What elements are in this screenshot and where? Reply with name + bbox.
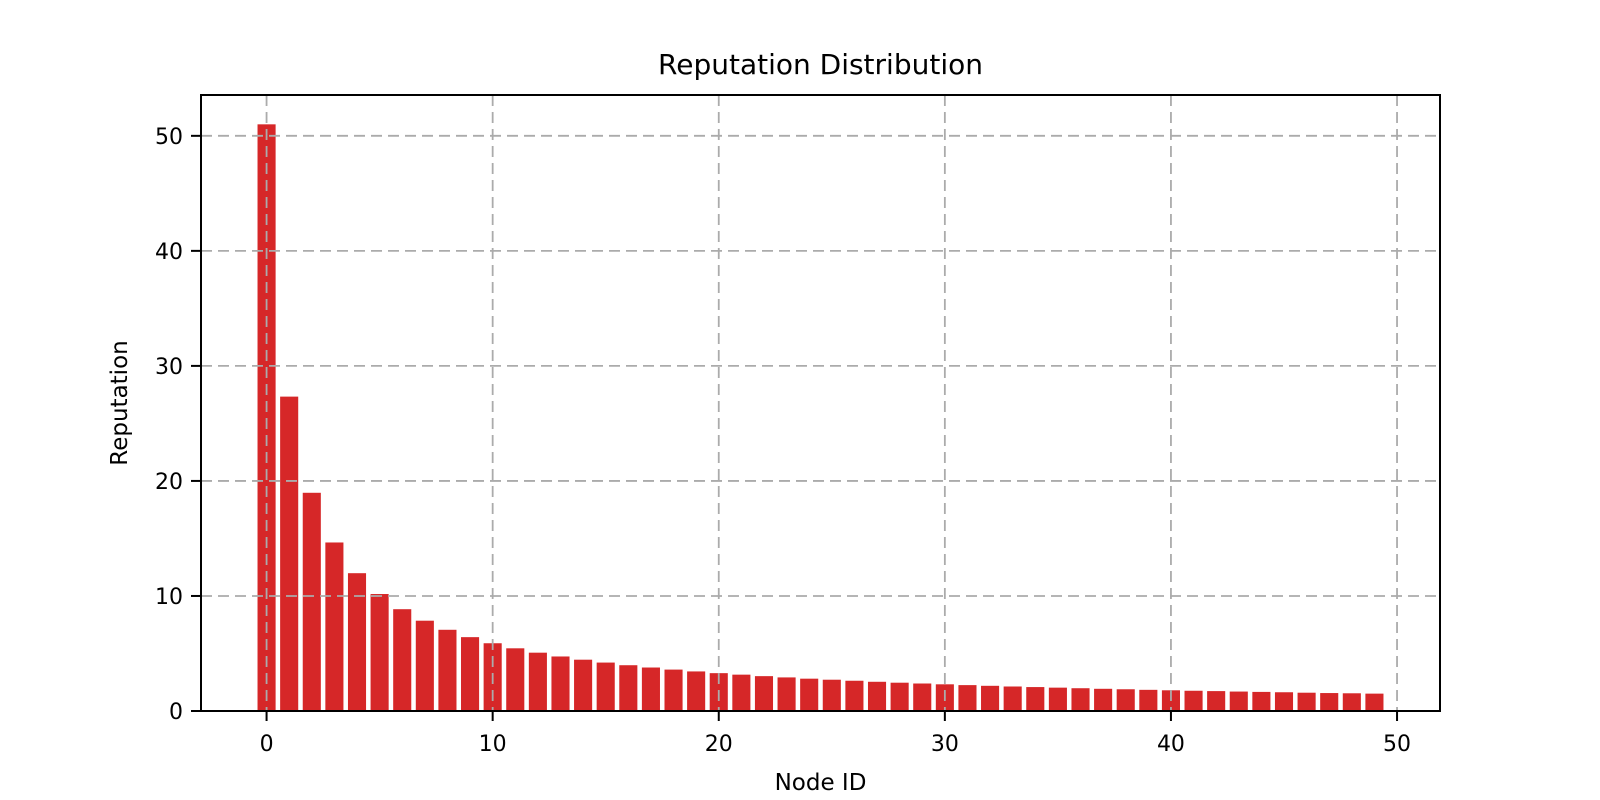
y-tick-label-30: 30 <box>155 355 183 380</box>
y-tick-label-50: 50 <box>155 125 183 150</box>
bar-node-38 <box>1116 689 1135 711</box>
x-tick-label-40: 40 <box>1157 732 1185 757</box>
bar-node-8 <box>438 629 457 711</box>
y-tick-label-40: 40 <box>155 240 183 265</box>
bar-node-29 <box>913 683 932 711</box>
bar-node-46 <box>1297 692 1316 711</box>
bar-node-16 <box>619 665 638 711</box>
bar-node-39 <box>1139 689 1158 711</box>
bar-node-14 <box>574 659 593 711</box>
bar-node-4 <box>347 573 367 711</box>
bar-node-15 <box>596 662 615 711</box>
bar-node-3 <box>325 542 344 711</box>
bar-node-11 <box>506 648 525 711</box>
bar-node-43 <box>1229 691 1248 711</box>
bar-node-19 <box>687 671 706 711</box>
bar-node-0 <box>257 124 276 712</box>
bar-node-12 <box>528 652 547 711</box>
y-tick-label-10: 10 <box>155 585 183 610</box>
bar-node-44 <box>1252 691 1271 711</box>
bar-node-21 <box>732 674 751 711</box>
bar-node-49 <box>1365 693 1384 711</box>
x-tick-label-0: 0 <box>260 732 274 757</box>
bar-node-2 <box>302 492 321 711</box>
bar-node-47 <box>1320 693 1339 711</box>
bar-node-6 <box>393 609 412 711</box>
x-tick-label-50: 50 <box>1383 732 1411 757</box>
y-tick-label-0: 0 <box>169 700 183 725</box>
bar-node-41 <box>1184 690 1203 711</box>
bar-node-27 <box>867 681 887 711</box>
x-tick-label-20: 20 <box>705 732 733 757</box>
x-tick-label-30: 30 <box>931 732 959 757</box>
bar-node-33 <box>1003 686 1022 711</box>
chart-title: Reputation Distribution <box>658 48 983 81</box>
bar-node-32 <box>981 685 1000 711</box>
bar-node-31 <box>958 685 977 711</box>
bar-node-1 <box>280 396 299 711</box>
bar-node-42 <box>1207 691 1226 711</box>
y-tick-label-20: 20 <box>155 470 183 495</box>
bar-node-28 <box>890 682 909 711</box>
bar-node-5 <box>370 594 389 711</box>
bar-node-17 <box>641 667 660 711</box>
x-axis-label: Node ID <box>774 770 867 796</box>
plot-spines <box>200 94 1441 712</box>
bar-node-24 <box>800 678 819 711</box>
bar-node-37 <box>1094 688 1113 711</box>
bar-node-45 <box>1274 692 1294 711</box>
bar-node-25 <box>822 679 841 711</box>
bar-node-7 <box>415 620 434 711</box>
bar-node-48 <box>1342 693 1361 711</box>
bar-node-26 <box>845 680 864 711</box>
bar-node-13 <box>551 656 570 711</box>
bar-node-9 <box>461 637 480 711</box>
bar-node-34 <box>1026 687 1045 711</box>
bar-node-36 <box>1071 688 1090 711</box>
bar-node-35 <box>1048 687 1067 711</box>
bar-node-23 <box>777 677 796 711</box>
bar-node-18 <box>664 669 683 711</box>
bar-node-22 <box>754 676 774 711</box>
x-tick-label-10: 10 <box>479 732 507 757</box>
